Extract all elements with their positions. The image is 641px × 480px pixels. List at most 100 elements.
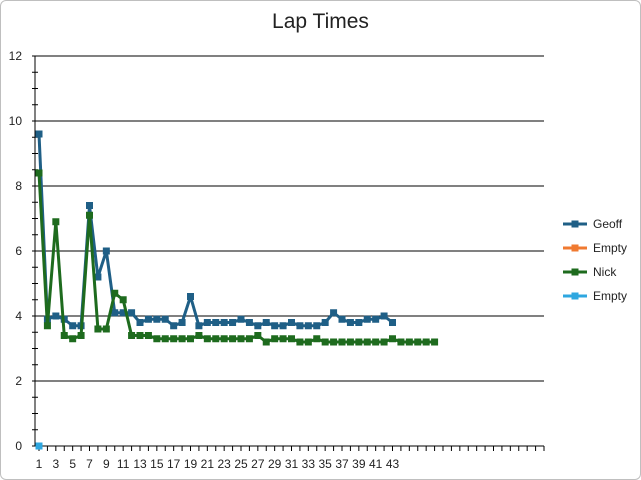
data-point [128, 332, 136, 339]
data-point [431, 338, 439, 346]
data-point [203, 335, 211, 343]
data-point [372, 338, 380, 346]
data-point [296, 322, 304, 330]
legend: Geoff Empty Nick Empty [563, 217, 627, 303]
data-point [52, 218, 60, 226]
data-point [77, 332, 85, 339]
x-tick-label: 17 [167, 457, 181, 471]
data-point [380, 312, 388, 320]
y-tick-label: 6 [15, 244, 22, 258]
series-3 [35, 442, 43, 450]
data-point [271, 322, 279, 330]
chart-title: Lap Times [272, 10, 369, 33]
data-point [119, 296, 127, 304]
data-point [288, 319, 295, 326]
data-point [414, 338, 422, 346]
data-point [304, 338, 312, 346]
data-point [330, 338, 338, 346]
x-tick-label: 11 [117, 457, 130, 471]
legend-label: Nick [593, 265, 617, 279]
gridlines [35, 55, 544, 382]
x-tick-label: 41 [369, 457, 383, 471]
data-point [136, 319, 144, 326]
data-point [296, 338, 304, 346]
y-tick-label: 12 [9, 49, 23, 63]
x-tick-label: 3 [52, 457, 59, 471]
data-point [330, 309, 338, 317]
data-point [69, 335, 77, 343]
data-point [389, 335, 396, 343]
data-point [229, 319, 237, 326]
data-point [43, 322, 51, 330]
data-point [102, 325, 110, 333]
data-point [212, 319, 220, 326]
data-point [153, 335, 161, 343]
data-point [338, 338, 346, 346]
data-point [271, 335, 279, 343]
legend-label: Empty [593, 241, 627, 255]
data-point [279, 335, 287, 343]
data-point [111, 309, 119, 317]
x-tick-label: 13 [133, 457, 147, 471]
data-point [237, 315, 245, 323]
data-point [35, 442, 43, 450]
data-point [86, 211, 93, 219]
data-point [153, 315, 161, 323]
data-point [405, 338, 413, 346]
data-point [178, 319, 186, 326]
legend-label: Geoff [593, 217, 623, 231]
data-point [220, 335, 228, 343]
legend-entry: Nick [563, 265, 617, 279]
data-point [187, 335, 194, 343]
data-point [363, 315, 371, 323]
data-point [338, 315, 346, 323]
y-tick-label: 2 [15, 374, 22, 388]
data-point [254, 332, 262, 339]
data-point [229, 335, 237, 343]
data-point [237, 335, 245, 343]
legend-entry: Empty [563, 241, 627, 255]
data-point [203, 319, 211, 326]
y-tick-label: 4 [15, 309, 22, 323]
data-point [262, 319, 270, 326]
data-point [170, 335, 178, 343]
x-tick-label: 27 [251, 457, 265, 471]
data-point [313, 322, 321, 330]
data-point [94, 273, 102, 281]
legend-marker [571, 220, 579, 228]
data-point [86, 202, 93, 209]
x-tick-label: 9 [103, 457, 110, 471]
data-point [389, 319, 396, 326]
data-point [372, 315, 380, 323]
data-point [363, 338, 371, 346]
data-point [195, 332, 203, 339]
data-point [35, 169, 43, 177]
x-tick-label: 31 [285, 457, 299, 471]
data-point [313, 335, 321, 343]
data-point [35, 130, 43, 138]
data-point [397, 338, 405, 346]
x-tick-label: 35 [318, 457, 332, 471]
data-point [119, 309, 127, 317]
data-point [346, 319, 354, 326]
legend-entry: Empty [563, 289, 627, 303]
data-point [102, 247, 110, 255]
x-tick-label: 21 [201, 457, 215, 471]
x-tick-label: 37 [335, 457, 349, 471]
data-point [94, 325, 102, 333]
data-point [144, 332, 152, 339]
legend-entry: Geoff [563, 217, 623, 231]
data-point [144, 315, 152, 323]
data-point [136, 332, 144, 339]
legend-marker [571, 244, 579, 252]
data-point [355, 338, 363, 346]
y-tick-label: 10 [9, 114, 23, 128]
data-point [279, 322, 287, 330]
data-point [161, 335, 169, 343]
data-point [52, 312, 60, 320]
y-tick-label: 0 [15, 439, 22, 453]
x-tick-label: 25 [234, 457, 248, 471]
data-point [288, 335, 295, 343]
